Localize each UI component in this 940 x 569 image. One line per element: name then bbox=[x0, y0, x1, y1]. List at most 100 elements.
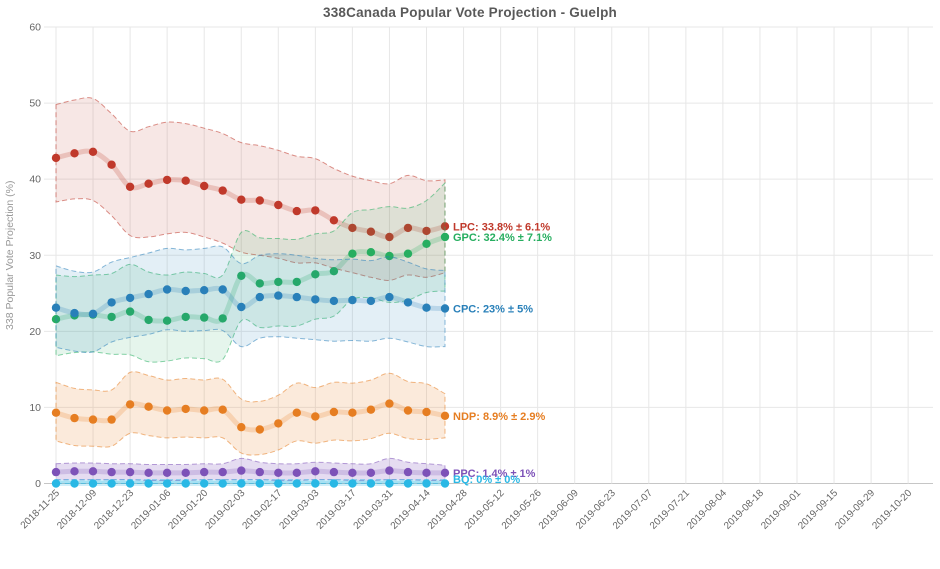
data-point-lpc bbox=[422, 226, 431, 236]
data-point-ppc bbox=[237, 466, 246, 475]
data-point-ppc bbox=[51, 467, 61, 477]
data-point-bq bbox=[366, 479, 376, 488]
confidence-band-cpc bbox=[55, 245, 446, 354]
data-point-cpc bbox=[348, 295, 357, 305]
data-point-bq bbox=[162, 479, 172, 488]
data-point-lpc bbox=[125, 182, 135, 191]
data-point-bq bbox=[218, 479, 227, 488]
data-point-ndp bbox=[366, 405, 376, 414]
data-point-ppc bbox=[181, 468, 190, 477]
data-point-lpc bbox=[218, 186, 227, 195]
y-tick-label: 10 bbox=[29, 402, 41, 414]
data-point-lpc bbox=[366, 227, 376, 236]
data-point-cpc bbox=[107, 298, 116, 307]
series-lpc: LPC: 33.8% ± 6.1% bbox=[51, 97, 550, 281]
data-point-bq bbox=[255, 479, 264, 488]
data-point-ndp bbox=[329, 407, 339, 417]
series-cpc: CPC: 23% ± 5% bbox=[51, 245, 533, 354]
data-point-cpc bbox=[218, 285, 227, 294]
series-end-label-cpc: CPC: 23% ± 5% bbox=[453, 304, 533, 316]
y-tick-label: 40 bbox=[29, 174, 41, 186]
data-point-ppc bbox=[125, 467, 135, 477]
data-point-gpc bbox=[107, 312, 116, 322]
data-point-gpc bbox=[403, 249, 413, 258]
data-point-cpc bbox=[329, 296, 339, 306]
data-point-lpc bbox=[385, 232, 394, 242]
data-point-ppc bbox=[292, 468, 301, 477]
data-point-gpc bbox=[366, 248, 376, 257]
data-point-ppc bbox=[200, 467, 209, 477]
data-point-cpc bbox=[422, 303, 431, 312]
data-point-lpc bbox=[181, 176, 190, 185]
data-point-lpc bbox=[200, 181, 209, 191]
data-point-ppc bbox=[274, 468, 283, 477]
data-point-cpc bbox=[440, 304, 450, 313]
series-ndp: NDP: 8.9% ± 2.9% bbox=[51, 371, 545, 456]
data-point-ndp bbox=[144, 402, 153, 411]
data-point-ppc bbox=[422, 468, 431, 477]
data-point-ndp bbox=[292, 408, 301, 417]
data-point-gpc bbox=[162, 316, 172, 325]
data-point-gpc bbox=[311, 270, 320, 279]
y-tick-label: 60 bbox=[29, 22, 41, 34]
data-point-gpc bbox=[218, 314, 227, 323]
data-point-gpc bbox=[200, 313, 209, 322]
data-point-bq bbox=[70, 479, 79, 488]
series-end-label-gpc: GPC: 32.4% ± 7.1% bbox=[453, 232, 552, 244]
data-point-ppc bbox=[311, 467, 320, 476]
data-point-bq bbox=[200, 479, 209, 488]
trend-line-cpc bbox=[53, 285, 448, 318]
data-point-bq bbox=[237, 479, 246, 488]
data-point-bq bbox=[181, 479, 190, 488]
data-point-cpc bbox=[274, 291, 283, 300]
data-point-gpc bbox=[292, 277, 301, 287]
data-point-cpc bbox=[162, 285, 172, 294]
data-point-bq bbox=[274, 479, 283, 488]
data-point-bq bbox=[144, 479, 153, 488]
data-point-lpc bbox=[144, 179, 153, 188]
y-tick-label: 20 bbox=[29, 326, 41, 338]
data-point-ndp bbox=[51, 408, 61, 417]
confidence-band-ndp bbox=[55, 371, 446, 456]
data-point-ppc bbox=[218, 467, 227, 477]
data-point-lpc bbox=[51, 153, 61, 163]
data-point-lpc bbox=[107, 160, 116, 169]
data-point-cpc bbox=[255, 292, 264, 302]
trend-line-ppc bbox=[53, 468, 448, 476]
data-point-lpc bbox=[311, 206, 320, 215]
data-point-lpc bbox=[70, 149, 79, 158]
confidence-band-lpc bbox=[55, 97, 446, 281]
data-point-ndp bbox=[385, 399, 394, 408]
data-point-bq bbox=[311, 479, 320, 488]
data-point-gpc bbox=[274, 277, 283, 287]
data-point-gpc bbox=[385, 251, 394, 261]
data-point-lpc bbox=[255, 196, 264, 205]
data-point-cpc bbox=[200, 286, 209, 295]
data-point-ppc bbox=[107, 467, 116, 477]
data-point-ndp bbox=[255, 425, 264, 434]
data-point-bq bbox=[329, 479, 339, 488]
data-point-bq bbox=[292, 479, 301, 488]
series-bq: BQ: 0% ± 0% bbox=[51, 474, 520, 488]
data-point-ndp bbox=[200, 406, 209, 415]
data-point-cpc bbox=[385, 292, 394, 302]
data-point-ndp bbox=[440, 411, 450, 420]
data-point-lpc bbox=[274, 200, 283, 210]
data-point-lpc bbox=[329, 216, 339, 225]
data-point-lpc bbox=[348, 223, 357, 233]
trend-line-ndp bbox=[53, 401, 448, 433]
data-point-gpc bbox=[181, 312, 190, 322]
data-point-bq bbox=[422, 479, 431, 488]
y-tick-label: 0 bbox=[35, 478, 41, 490]
data-point-bq bbox=[385, 479, 394, 488]
data-point-cpc bbox=[144, 289, 153, 299]
data-point-cpc bbox=[125, 293, 135, 303]
data-point-ppc bbox=[366, 468, 376, 477]
data-point-ndp bbox=[125, 400, 135, 409]
data-point-cpc bbox=[403, 298, 413, 307]
data-point-gpc bbox=[125, 307, 135, 316]
data-point-cpc bbox=[51, 303, 61, 312]
data-point-gpc bbox=[237, 271, 246, 280]
series-end-label-bq: BQ: 0% ± 0% bbox=[453, 474, 520, 486]
